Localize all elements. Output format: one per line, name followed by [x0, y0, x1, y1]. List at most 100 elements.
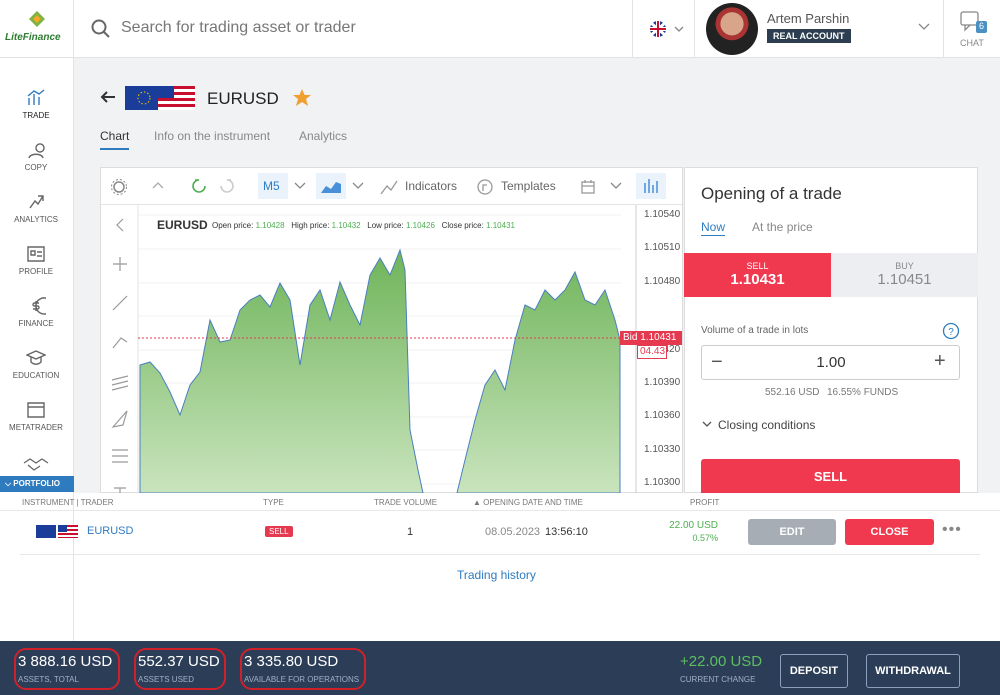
- nav-label[interactable]: COPY: [24, 163, 48, 172]
- nav-label[interactable]: ANALYTICS: [14, 215, 58, 224]
- templates-button[interactable]: Templates: [501, 179, 556, 193]
- nav-label[interactable]: EDUCATION: [12, 371, 60, 380]
- edit-button[interactable]: EDIT: [748, 519, 836, 545]
- tab[interactable]: Analytics: [299, 129, 348, 143]
- nav-icon[interactable]: [26, 348, 46, 368]
- timeframe-button[interactable]: M5: [258, 173, 288, 199]
- decrease-button[interactable]: −: [711, 351, 723, 373]
- chart-canvas: [111, 205, 637, 493]
- logo-box[interactable]: LiteFinance: [0, 0, 74, 58]
- nav-icon[interactable]: [26, 140, 46, 160]
- nav-label[interactable]: FINANCE: [18, 319, 54, 328]
- dropdown-arrow[interactable]: [610, 181, 622, 191]
- dropdown-arrow[interactable]: [352, 181, 364, 191]
- logo-text: LiteFinance: [5, 32, 61, 43]
- drawing-tools[interactable]: [111, 218, 129, 493]
- row-type: SELL: [265, 526, 293, 537]
- stat-label: AVAILABLE FOR OPERATIONS: [244, 675, 360, 684]
- close-button[interactable]: CLOSE: [845, 519, 934, 545]
- stat-value: 552.37 USD: [138, 653, 220, 670]
- chat-icon[interactable]: [960, 11, 984, 33]
- label: High price:: [291, 221, 330, 230]
- column-header: TRADE VOLUME: [374, 498, 438, 507]
- expand-arrow[interactable]: [701, 420, 713, 430]
- closing-conditions[interactable]: Closing conditions: [718, 418, 816, 432]
- stat-value: 3 888.16 USD: [18, 653, 113, 670]
- settings-icon[interactable]: [110, 178, 128, 196]
- tab-active[interactable]: Now: [701, 220, 726, 236]
- portfolio-tab[interactable]: ⌵ PORTFOLIO: [0, 476, 74, 492]
- value: 1.10432: [331, 221, 361, 230]
- sell-price-button[interactable]: SELL 1.10431: [684, 253, 831, 297]
- calendar-icon[interactable]: [580, 179, 596, 195]
- row-profit: 22.00 USD: [669, 520, 718, 531]
- column-header: INSTRUMENT | TRADER: [22, 498, 114, 507]
- chart-toolbar: M5 Indicators Templates: [101, 168, 682, 205]
- row-flags: [36, 525, 78, 538]
- column-header: PROFIT: [690, 498, 720, 507]
- nav-icon[interactable]: [26, 400, 46, 420]
- chat-badge: 6: [976, 21, 987, 33]
- value: 1.10431: [486, 221, 515, 230]
- row-instrument[interactable]: EURUSD: [87, 525, 134, 537]
- tab[interactable]: At the price: [752, 220, 813, 234]
- collapse-icon[interactable]: [151, 180, 165, 190]
- currency-flags: [125, 86, 195, 110]
- nav-label[interactable]: TRADE: [22, 111, 50, 120]
- back-arrow[interactable]: [99, 89, 117, 105]
- nav-label[interactable]: PROFILE: [18, 267, 54, 276]
- price-tick-label: 1.10390: [644, 377, 681, 388]
- volume-button[interactable]: [636, 173, 666, 199]
- trading-history-link[interactable]: Trading history: [457, 568, 536, 582]
- language-flag[interactable]: [648, 19, 688, 39]
- value: 1.10426: [405, 221, 435, 230]
- account-badge: REAL ACCOUNT: [767, 29, 851, 43]
- footer: [0, 641, 1000, 695]
- area-icon: [321, 182, 341, 193]
- chat-label: CHAT: [960, 38, 984, 48]
- dropdown-arrow[interactable]: [294, 181, 306, 191]
- nav-label[interactable]: METATRADER: [9, 423, 63, 432]
- buy-price-button[interactable]: BUY 1.10451: [831, 253, 978, 297]
- deposit-button[interactable]: DEPOSIT: [780, 654, 848, 688]
- undo-redo[interactable]: [191, 177, 235, 195]
- buy-label: BUY: [895, 261, 914, 271]
- svg-text:?: ?: [948, 327, 954, 338]
- volume-value: 1.00: [816, 354, 846, 371]
- column-header: TYPE: [263, 498, 284, 507]
- dropdown-arrow[interactable]: [917, 22, 931, 32]
- nav-icon[interactable]: [26, 296, 46, 316]
- nav-icon[interactable]: [26, 88, 46, 108]
- indicators-button[interactable]: Indicators: [405, 179, 458, 193]
- ohlc-legend: Open price: 1.10428 High price: 1.10432 …: [212, 221, 515, 230]
- buy-price: 1.10451: [877, 271, 932, 288]
- help-icon[interactable]: ?: [942, 322, 960, 340]
- sell-button[interactable]: SELL: [701, 459, 960, 493]
- bid-label: Bid 1.10431: [620, 331, 682, 345]
- stat-highlight: [134, 648, 226, 690]
- more-button[interactable]: •••: [942, 521, 962, 538]
- tab-active[interactable]: Chart: [100, 129, 130, 150]
- nav-icon[interactable]: [26, 244, 46, 264]
- column-header[interactable]: ▲ OPENING DATE AND TIME: [473, 498, 583, 507]
- favorite-star[interactable]: [292, 88, 312, 107]
- stat-label: ASSETS, TOTAL: [18, 675, 79, 684]
- withdrawal-button[interactable]: WITHDRAWAL: [866, 654, 960, 688]
- increase-button[interactable]: +: [934, 350, 946, 372]
- sidebar: [0, 58, 74, 641]
- portfolio-icon: [23, 458, 49, 471]
- search-input[interactable]: Search for trading asset or trader: [121, 19, 356, 36]
- tab[interactable]: Info on the instrument: [154, 129, 271, 143]
- label: Low price:: [367, 221, 404, 230]
- top-bar: [0, 0, 1000, 58]
- price-area: [139, 248, 621, 493]
- stat-label: ASSETS USED: [138, 675, 195, 684]
- search-icon: [91, 19, 110, 38]
- avatar[interactable]: [706, 3, 758, 55]
- nav-icon[interactable]: [26, 192, 46, 212]
- indicators-icon: [380, 180, 398, 195]
- countdown: 04.43: [637, 345, 667, 359]
- chart-type-button[interactable]: [316, 173, 346, 199]
- volume-input[interactable]: [701, 345, 960, 380]
